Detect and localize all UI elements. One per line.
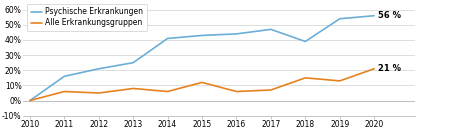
Psychische Erkrankungen — [165, 38, 170, 39]
Psychische Erkrankungen — [234, 33, 239, 35]
Alle Erkrankungsgruppen — [27, 100, 32, 101]
Line: Alle Erkrankungsgruppen: Alle Erkrankungsgruppen — [30, 69, 374, 101]
Alle Erkrankungsgruppen — [131, 88, 136, 89]
Alle Erkrankungsgruppen — [234, 91, 239, 92]
Text: 21 %: 21 % — [379, 64, 401, 73]
Alle Erkrankungsgruppen — [268, 89, 273, 91]
Alle Erkrankungsgruppen — [96, 92, 101, 94]
Psychische Erkrankungen — [303, 41, 308, 42]
Psychische Erkrankungen — [27, 100, 32, 101]
Alle Erkrankungsgruppen — [165, 91, 170, 92]
Psychische Erkrankungen — [96, 68, 101, 70]
Alle Erkrankungsgruppen — [199, 82, 205, 83]
Psychische Erkrankungen — [371, 15, 377, 17]
Alle Erkrankungsgruppen — [62, 91, 67, 92]
Alle Erkrankungsgruppen — [371, 68, 377, 70]
Alle Erkrankungsgruppen — [337, 80, 343, 82]
Psychische Erkrankungen — [268, 29, 273, 30]
Psychische Erkrankungen — [199, 35, 205, 36]
Legend: Psychische Erkrankungen, Alle Erkrankungsgruppen: Psychische Erkrankungen, Alle Erkrankung… — [27, 4, 147, 31]
Psychische Erkrankungen — [131, 62, 136, 64]
Psychische Erkrankungen — [337, 18, 343, 20]
Text: 56 %: 56 % — [379, 11, 401, 20]
Psychische Erkrankungen — [62, 76, 67, 77]
Line: Psychische Erkrankungen: Psychische Erkrankungen — [30, 16, 374, 101]
Alle Erkrankungsgruppen — [303, 77, 308, 79]
